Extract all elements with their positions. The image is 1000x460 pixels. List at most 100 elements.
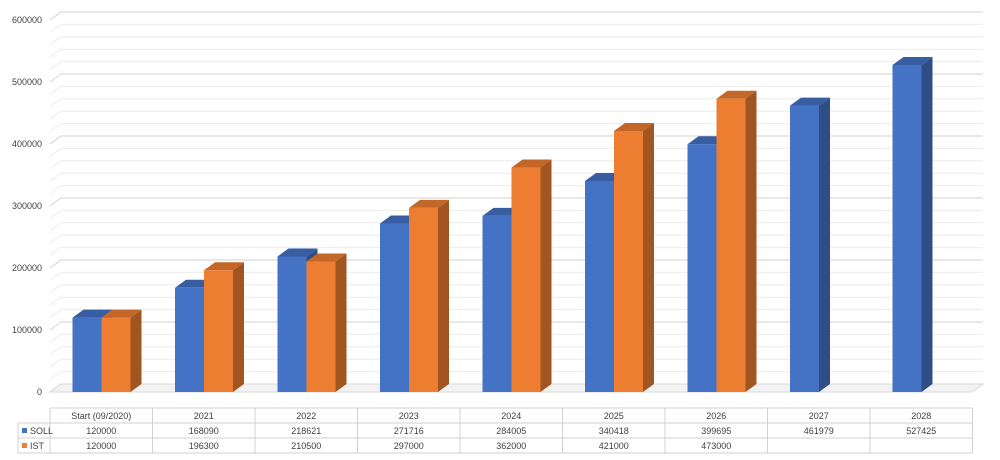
gridline-side (49, 358, 62, 368)
x-category-label: 2021 (194, 411, 214, 421)
gridline-side (49, 172, 62, 182)
bar-ist (511, 167, 541, 392)
y-tick-label: 400000 (12, 139, 42, 149)
gridline-side (49, 271, 62, 281)
bar-soll (482, 215, 512, 392)
y-axis: 0 100000 200000 300000 400000 500000 600000 (12, 15, 42, 397)
data-value: 340418 (599, 426, 629, 436)
x-category-label: Start (09/2020) (71, 411, 131, 421)
bar-ist-side (130, 309, 142, 392)
y-tick-label: 500000 (12, 77, 42, 87)
legend-key-ist (22, 443, 27, 448)
bar-ist-top (204, 262, 244, 271)
gridline-side (49, 321, 62, 331)
bar-soll (277, 256, 307, 392)
bar-ist (306, 261, 336, 392)
gridline-side (49, 185, 62, 195)
bar-soll-top (790, 97, 830, 106)
data-value: 362000 (496, 441, 526, 451)
x-category-label: 2026 (706, 411, 726, 421)
bar-soll (72, 317, 102, 392)
bar-ist-side (643, 122, 654, 392)
gridline-side (49, 85, 62, 95)
gridline-side (49, 135, 62, 145)
x-category-label: 2025 (604, 411, 624, 421)
legend-label-ist: IST (30, 441, 45, 451)
bar-ist (409, 207, 438, 392)
bar-soll (687, 144, 717, 392)
gridline-side (49, 147, 62, 157)
legend-label-soll: SOLL (30, 426, 53, 436)
bar-soll-top (72, 309, 113, 318)
bar-ist (614, 130, 643, 393)
gridline-side (49, 110, 62, 120)
bar-soll (892, 64, 922, 393)
bar-soll (175, 287, 204, 392)
bar-ist-side (233, 262, 244, 392)
gridline-side (49, 222, 62, 232)
bar-soll (585, 180, 614, 392)
bar-soll-top (277, 248, 318, 257)
data-value: 461979 (804, 426, 834, 436)
gridline-side (49, 98, 62, 108)
bar-soll-top (892, 56, 933, 65)
y-tick-label: 200000 (12, 263, 42, 273)
bar-soll-side (819, 97, 830, 392)
bar-ist-top (101, 309, 142, 318)
gridline-side (49, 371, 62, 381)
gridline-side (49, 259, 62, 269)
bar-ist-top (511, 159, 552, 168)
legend-key-soll (22, 428, 27, 433)
data-value: 196300 (189, 441, 219, 451)
data-value: 168090 (189, 426, 219, 436)
y-tick-label: 300000 (12, 201, 42, 211)
gridline-side (49, 61, 62, 71)
gridline-side (49, 346, 62, 356)
bar-soll (380, 223, 409, 392)
bar-ist-side (438, 199, 449, 392)
data-value: 120000 (86, 426, 116, 436)
data-value: 399695 (701, 426, 731, 436)
bar-ist-top (614, 122, 654, 131)
bar-ist (101, 317, 131, 392)
bar-ist-side (745, 90, 757, 393)
gridline-side (49, 11, 62, 21)
bar-ist-top (716, 90, 757, 99)
data-value: 473000 (701, 441, 731, 451)
data-value: 218621 (291, 426, 321, 436)
data-value: 210500 (291, 441, 321, 451)
bar-soll-side (921, 56, 933, 393)
gridline-side (49, 23, 62, 33)
y-tick-label: 0 (37, 387, 42, 397)
data-value: 271716 (394, 426, 424, 436)
bar-soll (790, 105, 819, 392)
data-table: Start (09/2020) 2021 2022 2023 2024 2025 2026 2… (17, 407, 973, 454)
data-value: 297000 (394, 441, 424, 451)
x-category-label: 2022 (296, 411, 316, 421)
gridline-side (49, 284, 62, 294)
bars (72, 56, 933, 393)
gridline-side (49, 197, 62, 207)
bar-ist-side (540, 159, 552, 392)
gridline-side (49, 73, 62, 83)
x-category-label: 2024 (501, 411, 521, 421)
gridline-side (49, 36, 62, 46)
gridline-side (49, 160, 62, 170)
x-category-label: 2027 (809, 411, 829, 421)
bar-ist (204, 270, 233, 392)
data-value: 527425 (906, 426, 936, 436)
bar-ist (716, 98, 746, 393)
gridline-side (49, 247, 62, 257)
gridline-side (49, 209, 62, 219)
bar-ist-top (409, 199, 449, 208)
y-tick-label: 600000 (12, 15, 42, 25)
data-value: 421000 (599, 441, 629, 451)
gridline-side (49, 48, 62, 58)
bar-ist-top (306, 253, 347, 262)
y-tick-label: 100000 (12, 325, 42, 335)
x-category-label: 2028 (911, 411, 931, 421)
data-value: 284005 (496, 426, 526, 436)
bar-ist-side (335, 253, 347, 392)
gridline-side (49, 123, 62, 133)
